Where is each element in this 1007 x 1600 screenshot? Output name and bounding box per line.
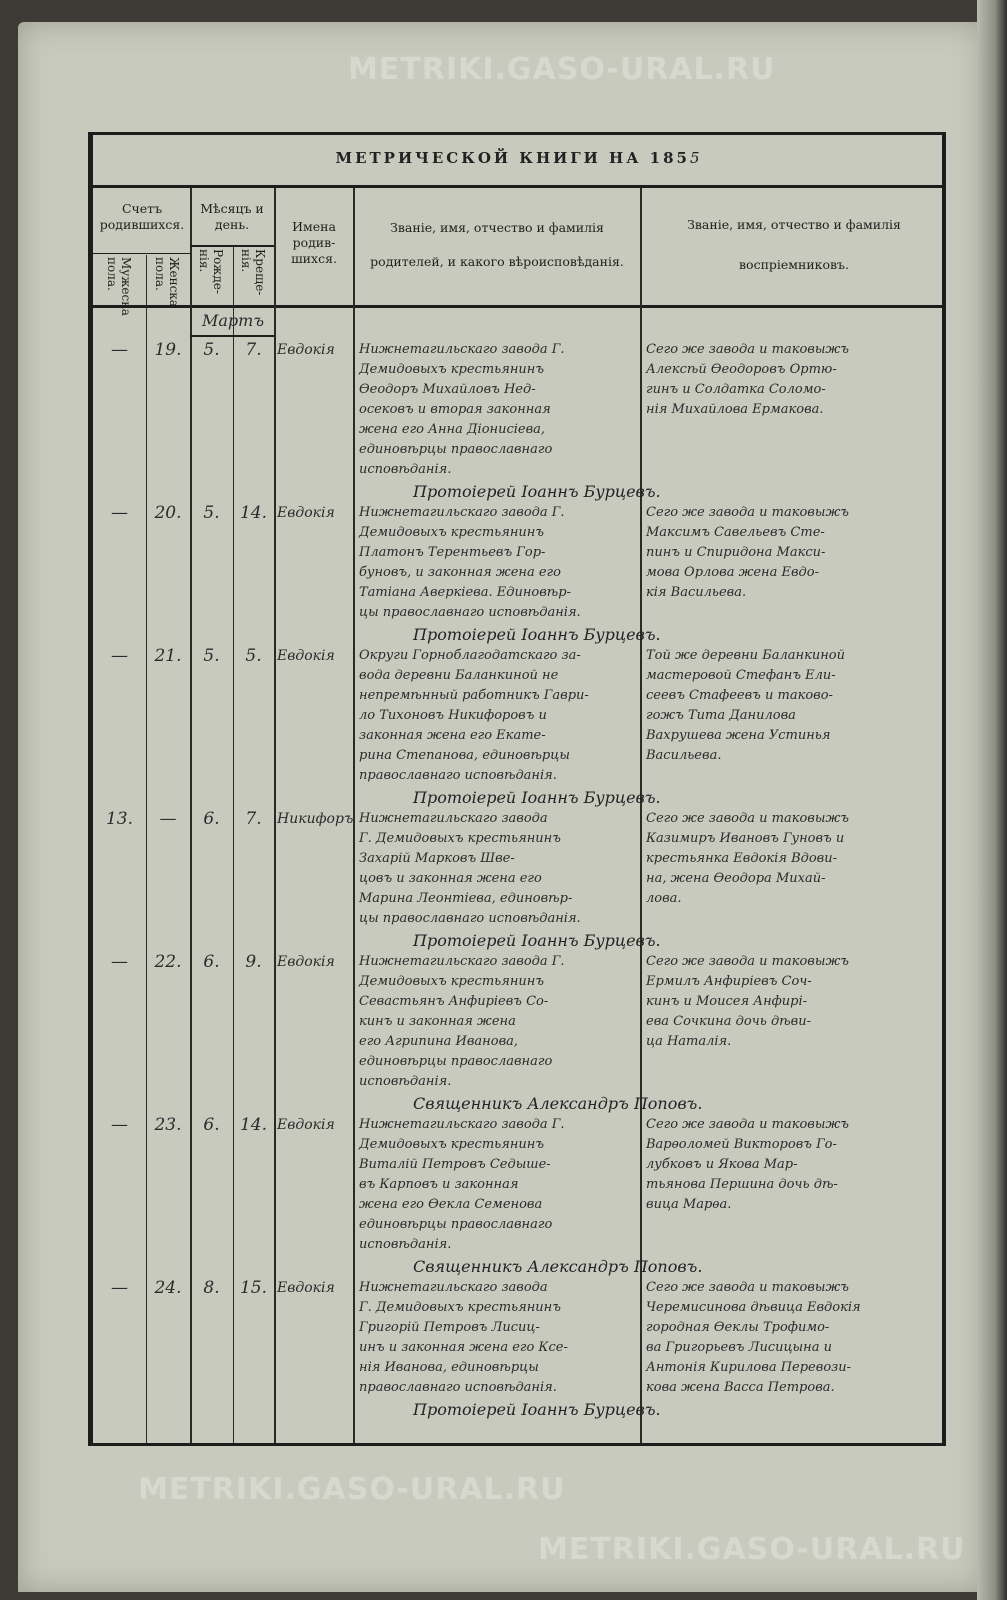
- header-male: Мужеска пола.: [105, 257, 133, 316]
- male-count: —: [111, 340, 128, 360]
- male-count: —: [111, 1278, 128, 1298]
- child-name: Евдокія: [277, 342, 335, 358]
- header-names: Имена родив- шихся.: [291, 219, 337, 266]
- baptism-day: 7.: [245, 809, 262, 829]
- male-count: —: [111, 952, 128, 972]
- parents-text: Нижнетагильскаго завода Г. Демидовыхъ кр…: [359, 954, 565, 1089]
- page-title: МЕТРИЧЕСКОЙ КНИГИ НА 1855: [335, 149, 700, 167]
- male-count: —: [111, 503, 128, 523]
- priest-signature: Протоіерей Іоаннъ Бурцевъ.: [413, 625, 661, 644]
- month-label: Мартъ: [202, 311, 264, 330]
- parents-text: Округи Горноблагодатскаго за- вода дерев…: [359, 648, 589, 783]
- child-name: Евдокія: [277, 1280, 335, 1296]
- book-spine: [977, 0, 1007, 1600]
- male-count: —: [111, 1115, 128, 1135]
- priest-signature: Протоіерей Іоаннъ Бурцевъ.: [413, 788, 661, 807]
- child-name: Евдокія: [277, 1117, 335, 1133]
- register-entry: — 19. 5. 7. Евдокія Нижнетагильскаго зав…: [93, 340, 942, 503]
- male-count: —: [111, 646, 128, 666]
- parents-text: Нижнетагильскаго завода Г. Демидовыхъ кр…: [359, 505, 581, 620]
- register-entry: — 20. 5. 14. Евдокія Нижнетагильскаго за…: [93, 503, 942, 646]
- godparents-text: Сего же завода и таковыжъ Казимиръ Ивано…: [646, 811, 849, 906]
- godparents-text: Сего же завода и таковыжъ Алексѣй Ѳеодор…: [646, 342, 849, 417]
- register-entry: — 24. 8. 15. Евдокія Нижнетагильскаго за…: [93, 1278, 942, 1421]
- female-count: 23.: [154, 1115, 182, 1135]
- baptism-day: 7.: [245, 340, 262, 360]
- baptism-day: 5.: [245, 646, 262, 666]
- header-month-day: Мѣсяцъ и день.: [200, 201, 264, 232]
- priest-signature: Священникъ Александръ Поповъ.: [413, 1094, 703, 1113]
- child-name: Евдокія: [277, 648, 335, 664]
- parents-text: Нижнетагильскаго завода Г. Демидовыхъ кр…: [359, 1117, 565, 1252]
- birth-day: 5.: [203, 503, 220, 523]
- female-count: 20.: [154, 503, 182, 523]
- baptism-day: 9.: [245, 952, 262, 972]
- female-count: 19.: [154, 340, 182, 360]
- register-entry: 13. — 6. 7. Никифоръ Нижнетагильскаго за…: [93, 809, 942, 952]
- birth-day: 8.: [203, 1278, 220, 1298]
- header-godparents: Званіе, имя, отчество и фамилія воспріемн…: [687, 217, 901, 272]
- register-entry: — 22. 6. 9. Евдокія Нижнетагильскаго зав…: [93, 952, 942, 1115]
- register-entries: — 19. 5. 7. Евдокія Нижнетагильскаго зав…: [93, 340, 942, 1421]
- priest-signature: Протоіерей Іоаннъ Бурцевъ.: [413, 931, 661, 950]
- godparents-text: Той же деревни Баланкиной мастеровой Сте…: [646, 648, 845, 763]
- male-count: 13.: [105, 809, 134, 829]
- header-count: Счетъ родившихся.: [99, 201, 185, 232]
- header-female: Женска пола.: [153, 257, 181, 307]
- child-name: Никифоръ: [277, 811, 353, 827]
- female-count: 22.: [154, 952, 182, 972]
- header-parents: Званіе, имя, отчество и фамилія родителей…: [370, 220, 624, 269]
- watermark: METRIKI.GASO-URAL.RU: [538, 1532, 966, 1567]
- baptism-day: 14.: [239, 503, 268, 523]
- watermark: METRIKI.GASO-URAL.RU: [138, 1472, 566, 1507]
- female-count: —: [159, 809, 177, 829]
- birth-day: 5.: [203, 646, 220, 666]
- baptism-day: 15.: [239, 1278, 268, 1298]
- godparents-text: Сего же завода и таковыжъ Черемисинова д…: [646, 1280, 861, 1395]
- child-name: Евдокія: [277, 954, 335, 970]
- watermark: METRIKI.GASO-URAL.RU: [348, 52, 776, 87]
- header-baptism: Креще- нія.: [239, 249, 267, 296]
- register-entry: — 23. 6. 14. Евдокія Нижнетагильскаго за…: [93, 1115, 942, 1278]
- birth-day: 6.: [203, 1115, 220, 1135]
- birth-day: 6.: [203, 809, 220, 829]
- godparents-text: Сего же завода и таковыжъ Ермилъ Анфиріе…: [646, 954, 849, 1049]
- register-entry: — 21. 5. 5. Евдокія Округи Горноблагодат…: [93, 646, 942, 809]
- child-name: Евдокія: [277, 505, 335, 521]
- priest-signature: Священникъ Александръ Поповъ.: [413, 1257, 703, 1276]
- parents-text: Нижнетагильскаго завода Г. Демидовыхъ кр…: [359, 342, 565, 477]
- female-count: 24.: [154, 1278, 182, 1298]
- female-count: 21.: [154, 646, 182, 666]
- birth-day: 6.: [203, 952, 220, 972]
- priest-signature: Протоіерей Іоаннъ Бурцевъ.: [413, 482, 661, 501]
- baptism-day: 14.: [239, 1115, 268, 1135]
- birth-day: 5.: [203, 340, 220, 360]
- godparents-text: Сего же завода и таковыжъ Максимъ Савель…: [646, 505, 849, 600]
- godparents-text: Сего же завода и таковыжъ Варѳоломей Вик…: [646, 1117, 849, 1212]
- header-birth: Рожде- нія.: [197, 249, 225, 294]
- priest-signature: Протоіерей Іоаннъ Бурцевъ.: [413, 1400, 661, 1419]
- parents-text: Нижнетагильскаго завода Г. Демидовыхъ кр…: [359, 811, 581, 926]
- register-table: МЕТРИЧЕСКОЙ КНИГИ НА 1855 Счетъ родивших…: [88, 132, 946, 1446]
- parents-text: Нижнетагильскаго завода Г. Демидовыхъ кр…: [359, 1280, 568, 1395]
